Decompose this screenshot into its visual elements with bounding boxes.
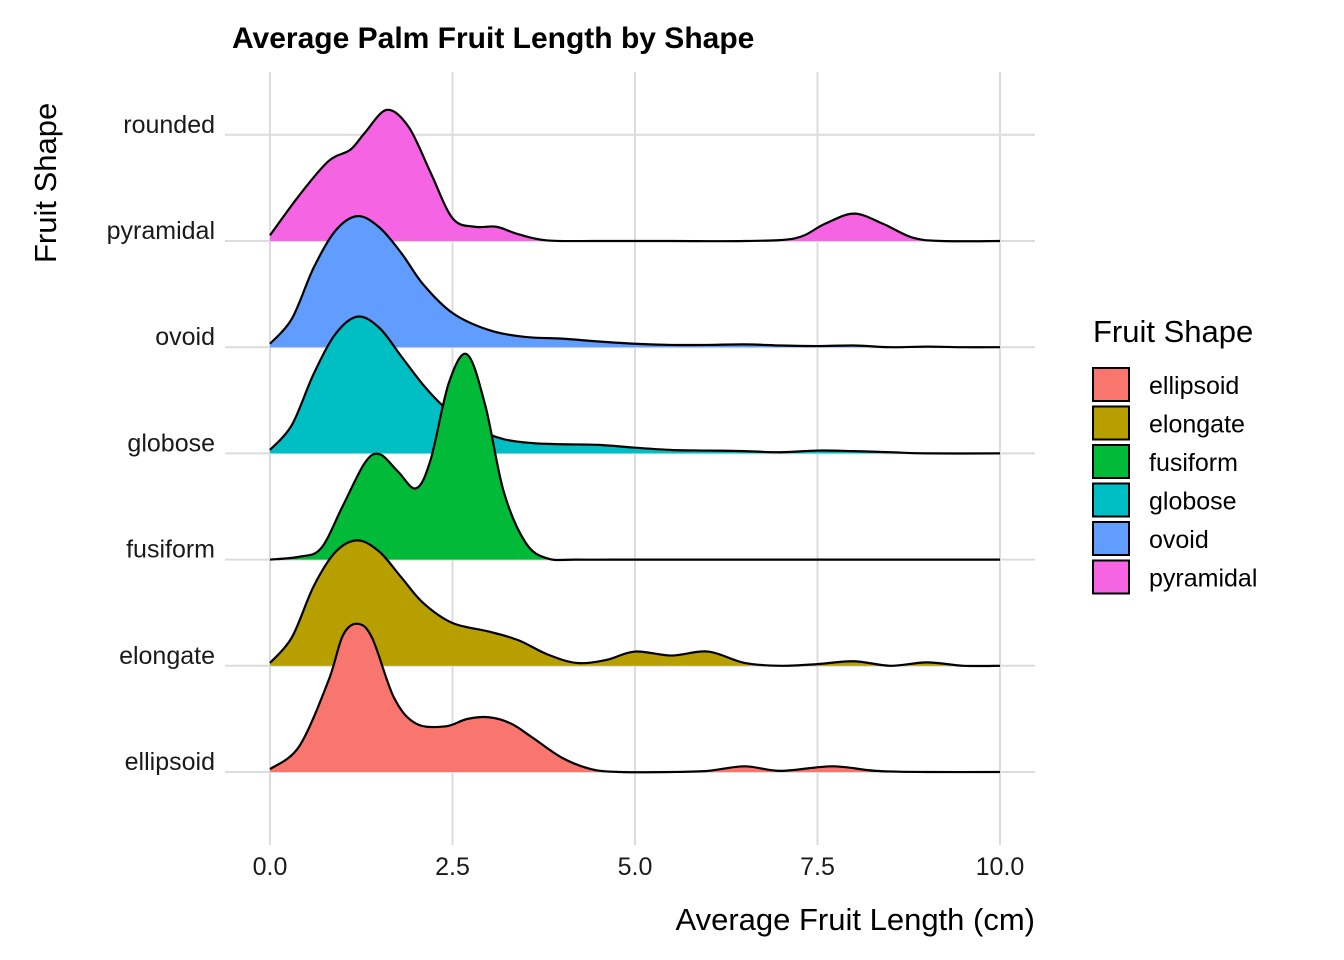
- legend-swatch-elongate: [1092, 405, 1130, 441]
- y-tick-label: ovoid: [155, 323, 215, 351]
- x-tick-label: 2.5: [435, 853, 470, 881]
- legend-swatch-fusiform: [1092, 444, 1130, 479]
- y-axis-title: Fruit Shape: [28, 103, 63, 263]
- ridge-fill-ovoid: [270, 216, 1000, 348]
- x-tick-label: 0.0: [253, 853, 288, 881]
- axis-layer: 0.0 2.5 5.0 7.5 10.0 ellipsoid elongate fusifor…: [107, 111, 1025, 881]
- legend-swatch-globose: [1092, 482, 1130, 518]
- legend-label: pyramidal: [1149, 565, 1257, 593]
- ridge-line-elongate: [269, 539, 1001, 668]
- y-tick-label: ellipsoid: [125, 748, 215, 776]
- y-tick-label: fusiform: [126, 536, 215, 564]
- ridge-line-ovoid: [269, 214, 1001, 349]
- x-axis-title: Average Fruit Length (cm): [675, 902, 1035, 937]
- x-tick-label: 7.5: [800, 853, 835, 881]
- y-tick-label: pyramidal: [107, 217, 215, 245]
- x-tick-label: 5.0: [618, 853, 653, 881]
- legend: Fruit Shape ellipsoid elongate fusiform glo…: [1092, 314, 1257, 595]
- ridge-layer: [269, 108, 1001, 774]
- x-tick-label: 10.0: [976, 853, 1025, 881]
- legend-title: Fruit Shape: [1093, 314, 1253, 349]
- y-tick-label: globose: [127, 429, 215, 457]
- ridge-fill-ellipsoid: [270, 623, 1000, 773]
- legend-label: globose: [1149, 488, 1237, 516]
- ridge-line-pyramidal: [269, 108, 1001, 243]
- ridge-line-ellipsoid: [269, 622, 1001, 774]
- ridge-line-globose: [269, 315, 1001, 455]
- ridge-line-fusiform: [269, 352, 1000, 562]
- legend-label: fusiform: [1149, 449, 1238, 477]
- legend-swatch-ellipsoid: [1092, 367, 1130, 402]
- y-tick-label: elongate: [119, 642, 215, 670]
- y-tick-label: rounded: [123, 111, 215, 139]
- chart-title: Average Palm Fruit Length by Shape: [232, 22, 754, 55]
- ridge-fill-fusiform: [270, 353, 1000, 561]
- ridge-fill-elongate: [270, 540, 1000, 667]
- legend-label: ovoid: [1149, 526, 1209, 554]
- legend-swatch-pyramidal: [1092, 559, 1130, 595]
- legend-swatch-ovoid: [1092, 521, 1130, 556]
- legend-label: ellipsoid: [1149, 372, 1239, 400]
- legend-label: elongate: [1149, 411, 1245, 439]
